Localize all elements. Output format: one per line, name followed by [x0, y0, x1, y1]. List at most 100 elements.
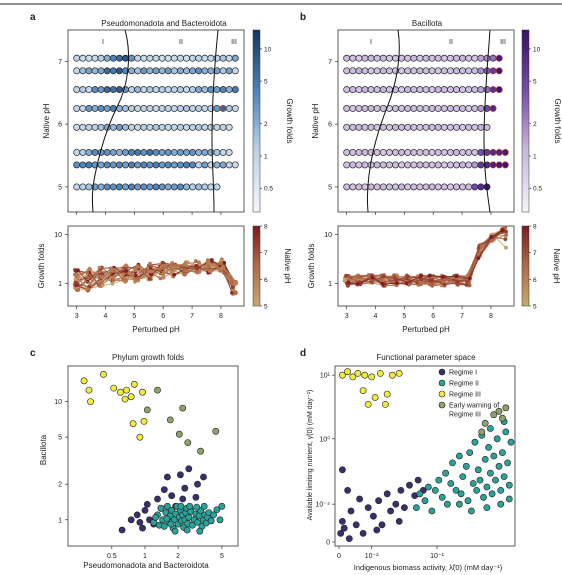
data-point: [490, 452, 498, 460]
data-point: [342, 278, 347, 283]
plot-frame: [334, 365, 516, 547]
data-point: [459, 54, 467, 62]
data-point: [140, 104, 148, 112]
data-point: [146, 104, 154, 112]
data-point: [234, 280, 239, 284]
data-point: [164, 148, 172, 156]
data-point: [410, 161, 418, 169]
data-point: [85, 86, 93, 94]
panel-d: Functional parameter space 0 10⁻² 10⁻¹ 0 10⁻…: [307, 353, 516, 572]
data-point: [73, 86, 81, 94]
panel-letter-b: b: [300, 12, 306, 23]
data-point: [379, 148, 387, 156]
data-point: [128, 161, 136, 169]
data-point: [421, 497, 429, 505]
data-point: [459, 123, 467, 131]
data-point: [225, 123, 233, 131]
data-point: [148, 269, 152, 274]
data-point: [373, 86, 381, 94]
data-point: [122, 54, 129, 62]
data-point: [121, 277, 125, 281]
data-point: [91, 86, 99, 94]
data-point: [497, 486, 505, 494]
data-point: [127, 516, 135, 524]
data-point: [128, 148, 136, 156]
data-point: [492, 476, 499, 484]
data-point: [380, 282, 385, 286]
data-point: [387, 507, 394, 515]
data-point: [410, 123, 418, 131]
data-point: [152, 513, 159, 521]
data-point: [495, 86, 503, 94]
data-point: [412, 504, 420, 511]
data-point: [381, 274, 386, 279]
data-point: [465, 123, 473, 131]
data-point: [206, 259, 211, 264]
data-point: [361, 371, 369, 379]
x-tick-label: 7: [460, 313, 464, 320]
data-point: [481, 455, 489, 463]
data-point: [490, 411, 498, 419]
data-point: [222, 260, 227, 265]
data-point: [130, 380, 138, 388]
data-point: [201, 148, 209, 156]
data-point: [189, 67, 197, 75]
data-point: [398, 67, 406, 75]
data-point: [74, 273, 79, 277]
data-point: [164, 183, 172, 191]
data-point: [128, 123, 136, 131]
data-point: [489, 238, 494, 243]
data-point: [465, 161, 473, 169]
data-point: [122, 104, 129, 112]
data-point: [501, 161, 509, 169]
data-point: [428, 183, 436, 191]
data-point: [140, 161, 148, 169]
data-point: [404, 183, 412, 191]
data-point: [497, 500, 505, 508]
data-point: [477, 123, 485, 131]
data-point: [367, 67, 375, 75]
data-point: [219, 148, 227, 156]
data-point: [416, 490, 424, 498]
data-point: [118, 526, 126, 534]
data-point: [164, 161, 172, 169]
colorbar-tick-label: 8: [264, 224, 268, 231]
data-point: [489, 54, 497, 62]
data-point: [85, 287, 90, 292]
data-point: [479, 243, 484, 248]
data-point: [213, 148, 221, 156]
colorbar-label: Native pH: [552, 248, 561, 283]
data-point: [364, 504, 372, 511]
panel-b-lower-ylabel: Growth folds: [307, 244, 316, 289]
data-point: [85, 67, 93, 75]
data-point: [122, 183, 129, 191]
data-point: [347, 507, 355, 515]
data-point: [73, 104, 81, 112]
data-point: [225, 67, 233, 75]
data-point: [85, 123, 93, 131]
data-point: [443, 500, 451, 508]
data-point: [422, 148, 430, 156]
data-point: [428, 507, 436, 515]
panel-b-ylabel: Native pH: [311, 103, 320, 138]
data-point: [196, 527, 204, 535]
data-point: [103, 183, 111, 191]
data-point: [361, 54, 369, 62]
data-point: [476, 256, 481, 261]
colorbar-native-ph-b: [521, 225, 530, 307]
y-tick-label: 1: [328, 281, 332, 288]
data-point: [373, 148, 381, 156]
data-point: [160, 522, 168, 530]
data-point: [109, 161, 117, 169]
data-point: [410, 67, 418, 75]
data-point: [189, 86, 197, 94]
data-point: [454, 274, 459, 279]
data-point: [361, 183, 369, 191]
data-point: [361, 123, 369, 131]
data-point: [355, 86, 363, 94]
data-point: [164, 54, 172, 62]
data-point: [216, 516, 224, 524]
data-point: [170, 54, 178, 62]
data-point: [355, 123, 363, 131]
data-point: [455, 452, 463, 460]
